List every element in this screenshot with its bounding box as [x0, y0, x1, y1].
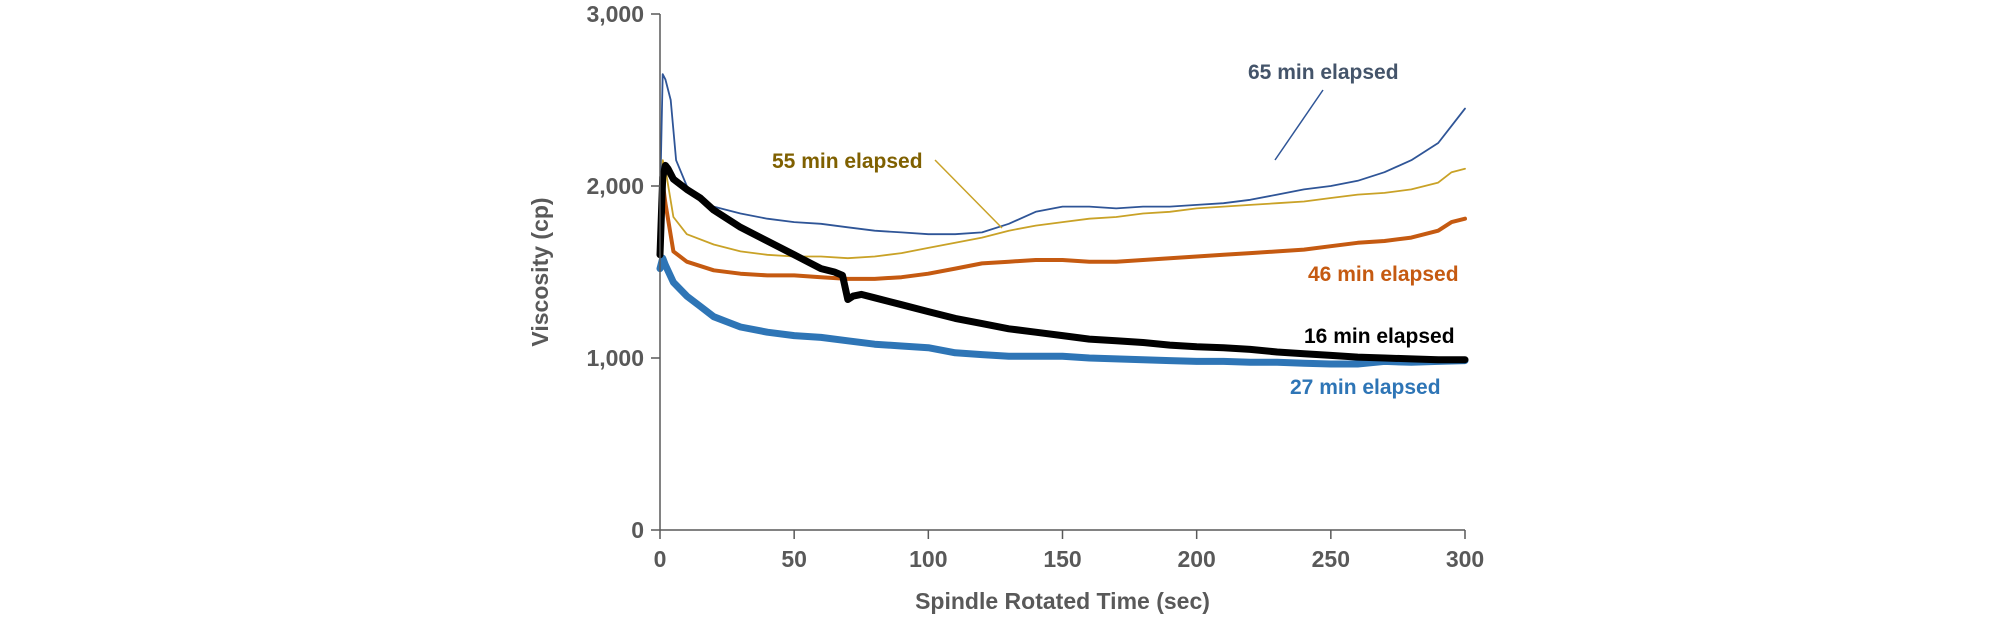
series-line-16-min-elapsed: [656, 161, 1469, 364]
leader-line-55-min-elapsed: [934, 159, 1003, 229]
series-line-55-min-elapsed: [659, 159, 1466, 260]
series-layer: [656, 73, 1469, 368]
series-label-46-min-elapsed: 46 min elapsed: [1308, 263, 1459, 286]
y-axis-title: Viscosity (cp): [527, 197, 553, 346]
y-tick-label-3000: 3,000: [586, 1, 644, 27]
y-tick-label-2000: 2,000: [586, 173, 644, 199]
series-label-55-min-elapsed: 55 min elapsed: [772, 150, 923, 173]
x-axis-title: Spindle Rotated Time (sec): [915, 588, 1210, 614]
x-tick-label-150: 150: [1043, 546, 1081, 572]
series-line-46-min-elapsed: [658, 180, 1467, 281]
series-labels-layer: 65 min elapsed 55 min elapsed 46 min elaps…: [772, 61, 1459, 399]
series-line-27-min-elapsed: [656, 254, 1469, 368]
leader-line-65-min-elapsed: [1274, 89, 1324, 161]
y-tick-label-1000: 1,000: [586, 345, 644, 371]
series-label-27-min-elapsed: 27 min elapsed: [1290, 376, 1441, 399]
x-tick-label-100: 100: [909, 546, 947, 572]
x-tick-label-300: 300: [1446, 546, 1484, 572]
ticks-layer: 0 1,000 2,000 3,000 0 50 100 150 200 250 300: [586, 1, 1484, 572]
x-tick-label-50: 50: [781, 546, 807, 572]
series-label-16-min-elapsed: 16 min elapsed: [1304, 325, 1455, 348]
y-tick-label-0: 0: [631, 517, 644, 543]
series-label-65-min-elapsed: 65 min elapsed: [1248, 61, 1399, 84]
x-tick-label-250: 250: [1312, 546, 1350, 572]
x-tick-label-0: 0: [654, 546, 667, 572]
x-tick-label-200: 200: [1177, 546, 1215, 572]
